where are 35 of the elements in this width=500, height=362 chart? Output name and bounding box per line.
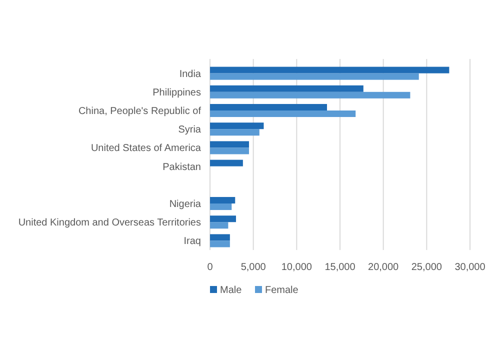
y-tick-label: China, People's Republic of [78, 106, 202, 117]
y-tick-label: Philippines [152, 87, 201, 98]
y-tick-label: Syria [178, 124, 202, 136]
y-tick-label: Nigeria [169, 199, 202, 210]
bar [210, 216, 236, 222]
bar [210, 92, 410, 98]
x-tick-label: 0 [207, 262, 214, 273]
legend-label: Female [265, 285, 299, 296]
bar [210, 204, 232, 210]
bar [210, 73, 419, 80]
bar [210, 104, 327, 110]
x-tick-label: 5,000 [240, 262, 266, 273]
bar [210, 85, 364, 92]
bar [210, 66, 450, 74]
legend-label: Male [220, 285, 242, 296]
bar [210, 196, 236, 204]
x-tick-label: 30,000 [454, 262, 486, 273]
bar [210, 141, 249, 148]
x-tick-label: 25,000 [411, 262, 442, 273]
y-tick-label: Pakistan [162, 162, 201, 173]
y-tick-label: Iraq [184, 236, 201, 248]
bar [210, 234, 230, 241]
bar [210, 222, 228, 229]
y-tick-label: United Kingdom and Overseas Territories [18, 218, 201, 229]
x-tick-label: 20,000 [368, 262, 400, 273]
bar [210, 160, 243, 166]
y-tick-label: United States of America [90, 143, 202, 154]
y-tick-label: India [179, 68, 202, 80]
bar [210, 110, 356, 118]
bar [210, 148, 249, 154]
x-tick-label: 15,000 [324, 262, 356, 273]
x-tick-label: 10,000 [281, 262, 312, 273]
bar [210, 129, 260, 136]
bar [210, 240, 230, 248]
bar [210, 122, 264, 130]
